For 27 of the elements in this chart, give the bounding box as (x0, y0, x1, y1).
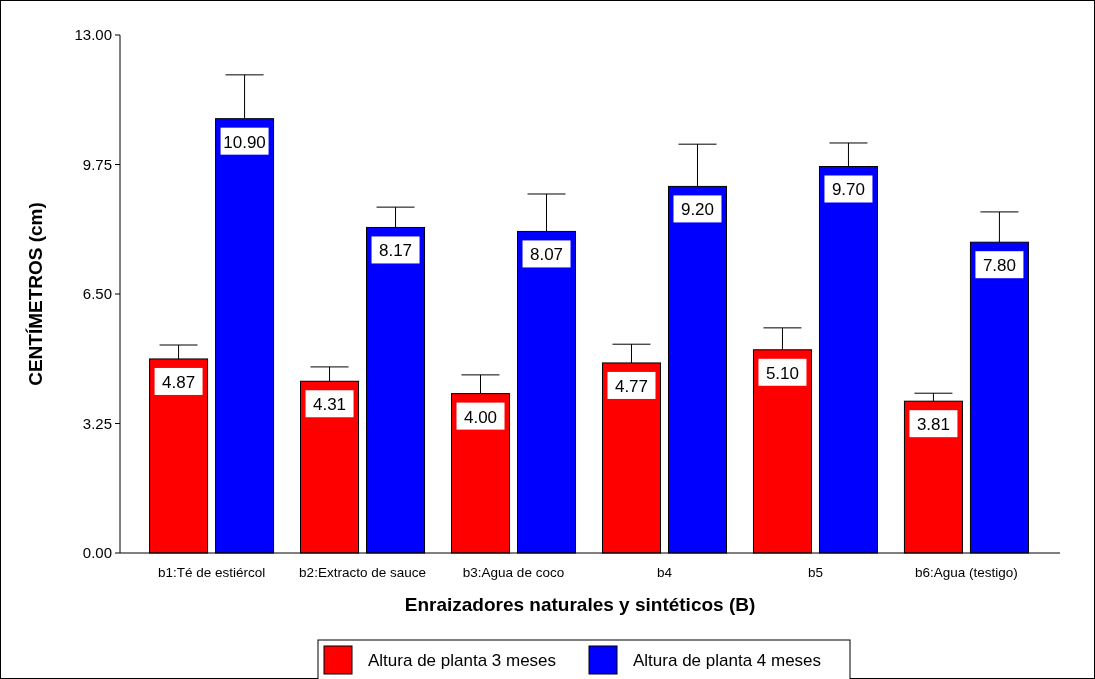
x-tick-label: b5 (807, 565, 823, 580)
x-tick-label: b1:Té de estiércol (157, 565, 266, 580)
data-label: 4.00 (463, 407, 498, 427)
data-label: 4.31 (312, 395, 347, 415)
y-tick-label: 6.50 (82, 285, 112, 303)
data-label: 9.20 (680, 200, 715, 220)
x-tick-label: b4 (656, 565, 673, 580)
data-label: 10.90 (223, 132, 266, 152)
y-tick-label: 13.00 (74, 26, 112, 44)
legend-label: Altura de planta 3 meses (368, 651, 557, 670)
x-tick-label: b6:Agua (testigo) (915, 565, 1018, 580)
x-axis-title: Enraizadores naturales y sintéticos (B) (404, 594, 756, 615)
data-label: 8.17 (378, 241, 413, 261)
x-tick-label: b2:Extracto de sauce (299, 565, 426, 580)
y-axis-title: CENTÍMETROS (cm) (25, 202, 46, 386)
y-tick-label: 0.00 (82, 544, 112, 562)
y-tick-label: 3.25 (82, 414, 112, 432)
data-label: 3.81 (916, 415, 950, 435)
data-label: 4.87 (162, 372, 196, 392)
x-tick-label: b3:Agua de coco (462, 565, 565, 580)
y-tick-label: 9.75 (82, 155, 112, 173)
data-label: 7.80 (982, 256, 1016, 276)
legend-label: Altura de planta 4 meses (633, 651, 822, 670)
data-label: 9.70 (831, 180, 866, 200)
data-label: 4.77 (614, 376, 649, 396)
data-label: 8.07 (529, 245, 564, 265)
data-label: 5.10 (765, 363, 800, 383)
